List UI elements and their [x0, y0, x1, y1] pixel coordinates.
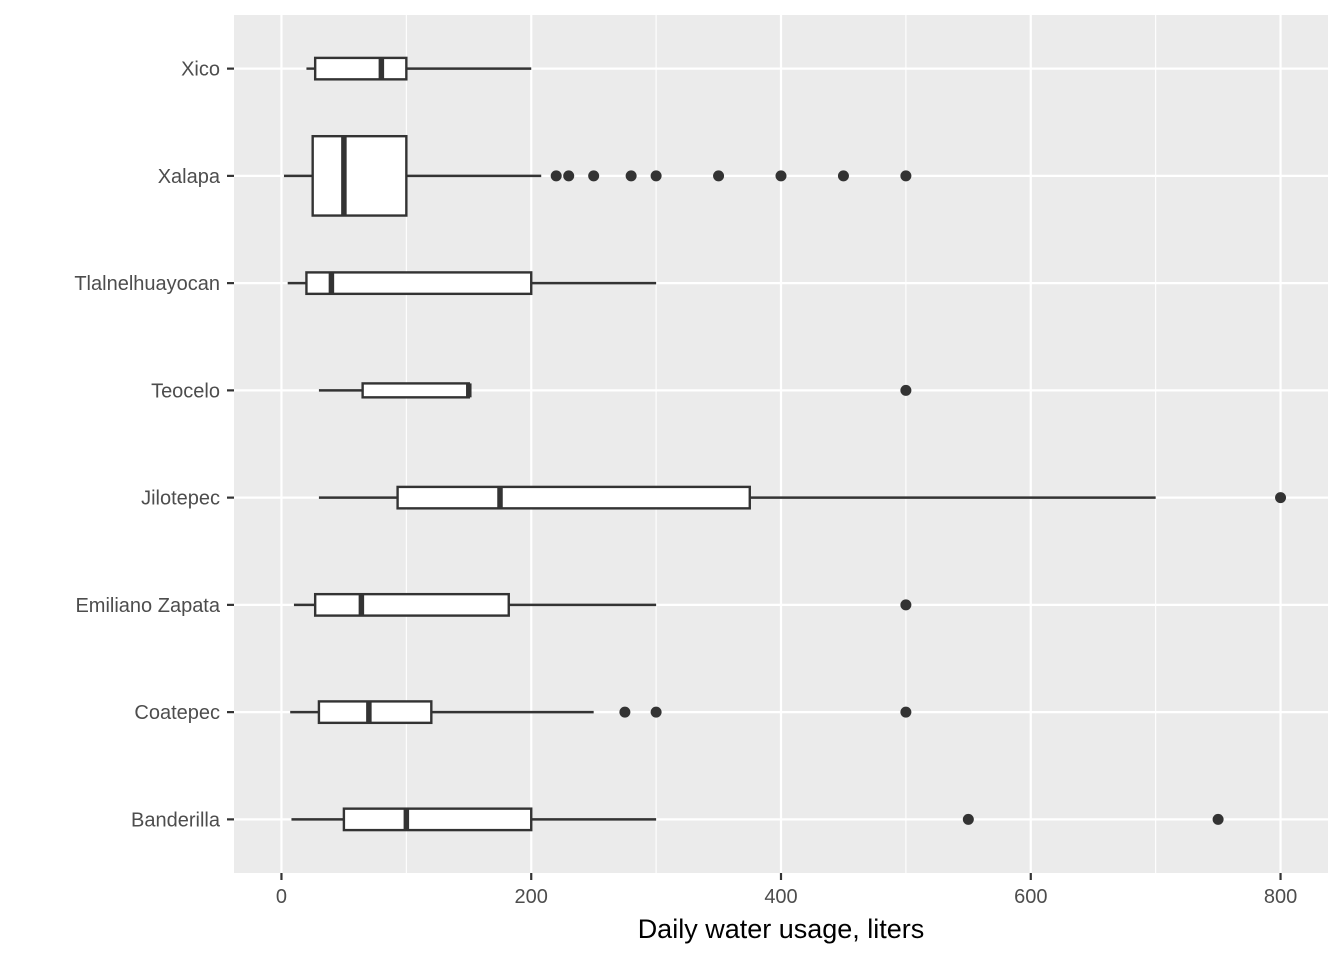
iqr-box: [396, 485, 751, 510]
outlier-point: [713, 170, 725, 182]
box-group-jilotepec: [318, 485, 1287, 510]
outlier-point: [550, 170, 562, 182]
y-tick-label: Jilotepec: [141, 488, 220, 510]
outlier-point: [563, 170, 575, 182]
iqr-box: [342, 807, 533, 832]
y-tick-label: Tlalnelhuayocan: [74, 273, 220, 295]
outlier-point: [962, 813, 974, 825]
x-tick-label: 800: [1264, 886, 1297, 908]
outlier-point: [1212, 813, 1224, 825]
box-group-xalapa: [283, 134, 912, 217]
iqr-box: [313, 592, 510, 617]
x-tick-label: 0: [276, 886, 287, 908]
outlier-point: [650, 706, 662, 718]
outlier-point: [775, 170, 787, 182]
box-group-tlalnelhuayocan: [287, 271, 657, 296]
y-axis: Banderilla Coatepec Emiliano Zapata Jilotep…: [74, 59, 234, 831]
y-tick-label: Xico: [181, 59, 220, 81]
box-series: [283, 56, 1287, 832]
outlier-point: [900, 706, 912, 718]
x-tick-label: 600: [1014, 886, 1047, 908]
outlier-point: [1275, 492, 1287, 504]
box-group-emiliano-zapata: [293, 592, 912, 617]
outlier-point: [650, 170, 662, 182]
box-group-xico: [306, 56, 532, 81]
outlier-point: [900, 384, 912, 396]
outlier-point: [588, 170, 600, 182]
box-group-teocelo: [318, 382, 912, 399]
outlier-point: [900, 599, 912, 611]
y-tick-label: Teocelo: [151, 380, 220, 402]
box-group-banderilla: [291, 807, 1224, 832]
iqr-box: [317, 700, 433, 725]
outlier-point: [837, 170, 849, 182]
box-group-coatepec: [290, 700, 912, 725]
x-tick-label: 400: [764, 886, 797, 908]
x-axis-title: Daily water usage, liters: [638, 914, 925, 944]
x-axis: 0 200 400 600 800: [276, 873, 1297, 908]
y-tick-label: Banderilla: [131, 809, 221, 831]
iqr-box: [311, 134, 408, 217]
outlier-point: [619, 706, 631, 718]
y-tick-label: Coatepec: [134, 702, 220, 724]
y-tick-label: Emiliano Zapata: [75, 595, 220, 617]
x-tick-label: 200: [515, 886, 548, 908]
y-tick-label: Xalapa: [158, 166, 221, 188]
iqr-box: [313, 56, 408, 81]
outlier-point: [625, 170, 637, 182]
iqr-box: [361, 382, 470, 399]
iqr-box: [305, 271, 533, 296]
outlier-point: [900, 170, 912, 182]
